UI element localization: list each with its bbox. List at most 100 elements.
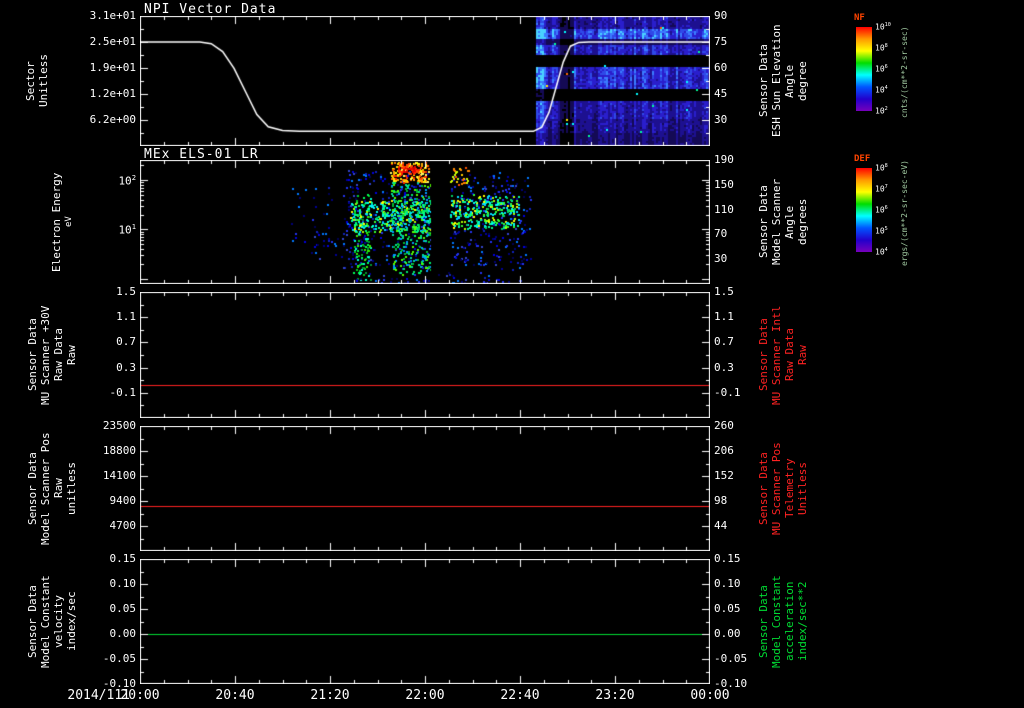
y-tick-label-right: 152: [714, 469, 734, 482]
colorbar-def: [856, 168, 872, 252]
y-tick-label-left: 0.7: [116, 335, 136, 349]
panel-mu-scanner-30v-right-axis-label: Raw Data: [783, 328, 796, 382]
panel-model-scanner-pos-right-axis-label: Telemetry: [783, 458, 796, 519]
colorbar-tick-label: 107: [875, 184, 888, 194]
y-tick-label-left: -0.05: [102, 652, 136, 665]
panel-model-scanner-pos-left-axis-label: Sensor Data: [26, 452, 39, 525]
panel-mu-scanner-30v-left-axis-label: Sensor Data: [26, 318, 39, 392]
y-tick-label-right: 30: [714, 252, 728, 266]
panel-model-constant-left-axis-label: Sensor Data: [26, 585, 39, 658]
y-tick-label-left: 0.00: [109, 627, 137, 640]
colorbar-unit-def: ergs/(cm**2-sr-sec-eV): [900, 160, 909, 266]
panel-mu-scanner-30v-right-axis-label: MU Scanner Intl: [770, 305, 783, 405]
y-tick-label-right: 0.00: [714, 627, 741, 640]
y-tick-label-right: 90: [714, 9, 728, 22]
panel-mex-els-left-axis-label: eV: [64, 216, 74, 228]
y-tick-label-left: 0.05: [109, 602, 137, 615]
colorbar-tick-label: 1010: [875, 22, 891, 32]
y-tick-label-right: 0.3: [714, 360, 734, 374]
y-tick-label-left: 1.1: [116, 310, 136, 324]
y-tick-label-left: 3.1e+01: [89, 9, 136, 22]
panel-mex-els-right-axis-label: degrees: [796, 198, 809, 246]
y-tick-label-right: 45: [714, 87, 728, 100]
y-tick-label-left: -0.10: [102, 677, 136, 690]
y-tick-label-left: 9400: [109, 494, 137, 507]
y-tick-label-left: 1.9e+01: [89, 61, 136, 74]
panel-model-constant-right-axis-label: Model Constant: [770, 575, 783, 668]
y-tick-label-right: -0.10: [714, 677, 748, 690]
panel-model-scanner-pos-right-axis-label: MU Scanner Pos: [770, 442, 783, 535]
panel-model-scanner-pos-left-axis-label: Raw: [52, 478, 65, 499]
y-tick-label-right: 98: [714, 494, 728, 507]
colorbar-tick-label: 108: [875, 43, 888, 53]
y-tick-label-right: 0.05: [714, 602, 741, 615]
y-tick-label-right: -0.05: [714, 652, 748, 665]
y-tick-label-right: 60: [714, 61, 728, 74]
y-tick-label-left: 102: [118, 172, 136, 188]
y-tick-label-right: 110: [714, 202, 734, 216]
y-tick-label-left: 2.5e+01: [89, 35, 136, 48]
x-tick-label: 00:00: [690, 688, 730, 703]
y-tick-label-left: 0.3: [116, 360, 136, 374]
colorbar-tick-label: 108: [875, 163, 888, 173]
y-tick-label-right: 70: [714, 227, 728, 241]
panel-model-scanner-pos-left-axis-label: Model Scanner Pos: [39, 432, 52, 545]
x-tick-label: 22:40: [500, 688, 540, 703]
panel-model-scanner-pos-right-axis-label: Sensor Data: [757, 452, 770, 525]
y-tick-label-right: -0.1: [714, 385, 741, 399]
y-tick-label-left: 18800: [102, 444, 136, 457]
panel-mex-els-plot-canvas: [140, 160, 710, 284]
y-tick-label-right: 1.1: [714, 310, 734, 324]
y-tick-label-right: 75: [714, 35, 728, 48]
panel-mex-els-right-axis-label: Model Scanner: [770, 178, 783, 266]
y-tick-label-right: 260: [714, 419, 734, 432]
panel-npi-vector-right-axis-label: Angle: [783, 64, 796, 98]
panel-model-constant-left-axis-label: index/sec: [65, 591, 78, 652]
y-tick-label-right: 44: [714, 519, 728, 532]
panel-mu-scanner-30v-left-axis-label: Raw: [65, 345, 78, 365]
panel-mu-scanner-30v-plot-canvas: [140, 292, 710, 418]
date-label: 2014/111: [67, 688, 130, 703]
y-tick-label-right: 0.7: [714, 335, 734, 349]
y-tick-label-left: -0.1: [109, 385, 137, 399]
colorbar-tick-label: 105: [875, 226, 888, 236]
y-tick-label-left: 101: [118, 222, 136, 238]
y-tick-label-left: 6.2e+00: [89, 113, 136, 126]
panel-mex-els-right-axis-label: Sensor Data: [757, 185, 770, 259]
colorbar-unit-nf: cnts/(cm**2-sr-sec): [900, 26, 909, 118]
y-tick-label-right: 30: [714, 113, 728, 126]
colorbar-nf: [856, 27, 872, 111]
panel-model-scanner-pos-right-axis-label: Unitless: [796, 462, 809, 515]
x-tick-label: 20:00: [120, 688, 160, 703]
panel-mex-els-left-axis-label: Electron Energy: [50, 172, 63, 272]
panel-model-constant-right-axis-label: Sensor Data: [757, 585, 770, 658]
panel-mex-els-right-axis-label: Angle: [783, 205, 796, 239]
y-tick-label-left: 0.15: [109, 552, 137, 565]
y-tick-label-right: 1.5: [714, 285, 734, 298]
panel-npi-vector-right-axis-label: ESH Sun Elevation: [770, 24, 783, 138]
x-tick-label: 20:40: [215, 688, 255, 703]
colorbar-tick-label: 104: [875, 247, 888, 257]
y-tick-label-right: 0.10: [714, 577, 741, 590]
panel-npi-vector-left-axis-label: Unitless: [37, 54, 50, 108]
panel-model-scanner-pos-plot-canvas: [140, 426, 710, 551]
colorbar-tick-label: 106: [875, 64, 888, 74]
panel-npi-vector-right-axis-label: Sensor Data: [757, 44, 770, 118]
colorbar-tick-label: 104: [875, 85, 888, 95]
y-tick-label-right: 190: [714, 153, 734, 166]
panel-model-scanner-pos-left-axis-label: unitless: [65, 462, 78, 515]
panel-model-constant-left-axis-label: velocity: [52, 595, 65, 648]
y-tick-label-left: 1.5: [116, 285, 136, 298]
y-tick-label-left: 23500: [102, 419, 136, 432]
panel-mu-scanner-30v-right-axis-label: Raw: [796, 345, 809, 365]
panel-npi-vector-left-axis-label: Sector: [24, 61, 37, 101]
panel-npi-vector-plot-canvas: [140, 16, 710, 146]
colorbar-tick-label: 102: [875, 106, 888, 116]
x-tick-label: 22:00: [405, 688, 445, 703]
y-tick-label-right: 0.15: [714, 552, 741, 565]
panel-model-constant-right-axis-label: acceleration: [783, 581, 796, 662]
y-tick-label-left: 1.2e+01: [89, 87, 136, 100]
panel-title-npi-vector: NPI Vector Data: [144, 2, 277, 17]
panel-mu-scanner-30v-left-axis-label: MU Scanner +30V: [39, 305, 52, 405]
